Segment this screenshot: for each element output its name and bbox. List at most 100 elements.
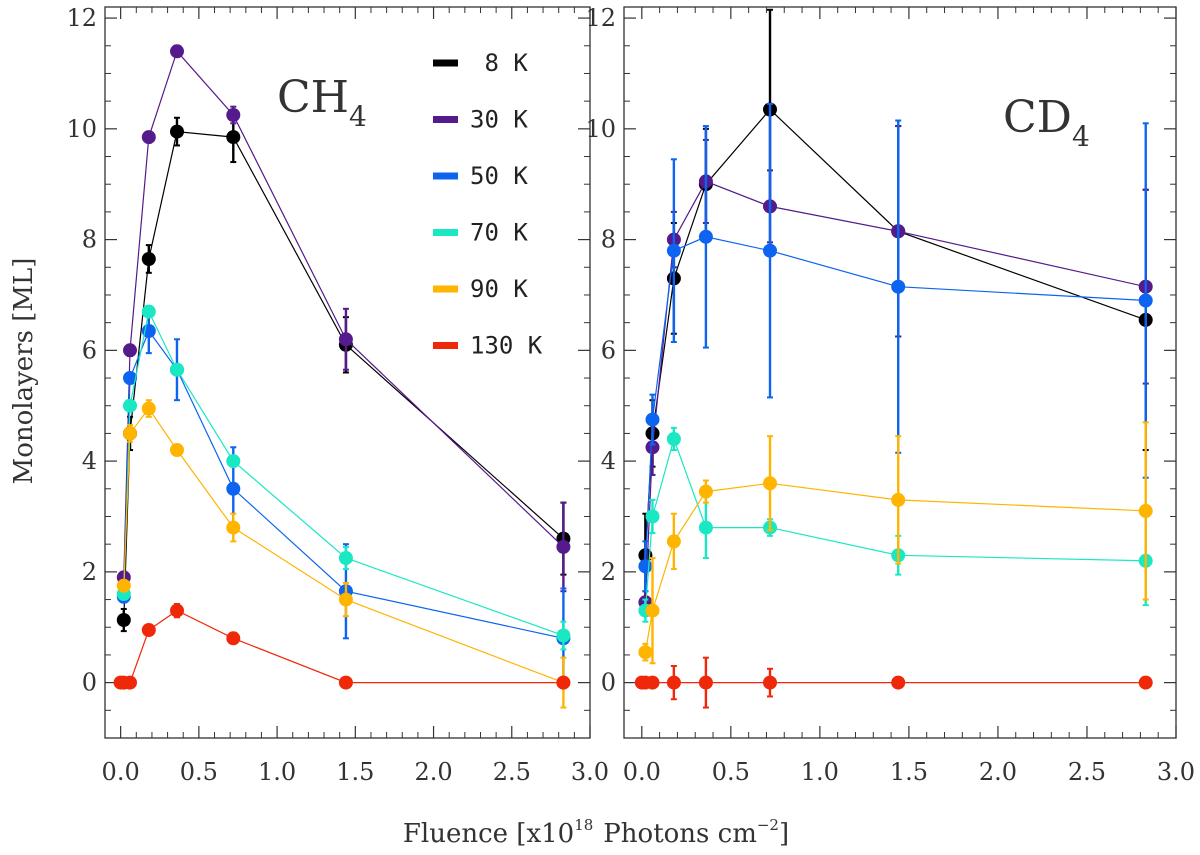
x-tick-label: 2.5 xyxy=(493,758,531,786)
legend: 8 K 30 K 50 K 70 K 90 K 130 K xyxy=(433,49,543,360)
legend-item: 130 K xyxy=(433,332,543,360)
data-point xyxy=(170,443,184,457)
y-tick-label: 12 xyxy=(66,4,97,32)
x-tick-label: 0.5 xyxy=(712,758,750,786)
data-point xyxy=(123,343,137,358)
legend-label: 70 K xyxy=(470,219,528,247)
x-axis-title: Fluence [x1018 Photons cm−2] xyxy=(403,816,789,849)
y-tick-label: 12 xyxy=(585,4,616,32)
data-point xyxy=(666,675,681,690)
x-tick-label: 0.5 xyxy=(180,758,218,786)
y-tick-label: 8 xyxy=(82,226,97,254)
x-tick-label: 3.0 xyxy=(571,758,609,786)
data-point xyxy=(116,613,131,627)
data-point xyxy=(226,130,241,145)
y-tick-label: 6 xyxy=(601,336,616,364)
x-tick-label: 3.0 xyxy=(1157,758,1195,786)
x-axis-title-unit-exponent: −2 xyxy=(757,816,779,834)
panel-title: CH4 xyxy=(277,72,367,133)
data-point xyxy=(170,603,184,618)
series-130k xyxy=(113,602,571,690)
data-point xyxy=(141,130,156,145)
data-point xyxy=(763,243,777,258)
legend-label: 8 K xyxy=(470,49,528,77)
data-point xyxy=(170,44,184,59)
data-point xyxy=(123,426,137,441)
data-point xyxy=(141,304,156,319)
panel-title-subscript: 4 xyxy=(349,100,367,133)
panel-title-subscript: 4 xyxy=(1072,120,1090,153)
data-point xyxy=(638,645,653,660)
data-point xyxy=(638,559,653,574)
panel-title: CD4 xyxy=(1003,92,1090,153)
data-point xyxy=(698,675,713,690)
y-tick-label: 0 xyxy=(601,669,616,697)
data-point xyxy=(116,578,131,593)
panel-title-main: CH xyxy=(277,72,349,123)
data-point xyxy=(1138,675,1153,690)
data-point xyxy=(698,484,713,499)
data-point xyxy=(170,124,184,139)
legend-label: 90 K xyxy=(470,275,528,303)
data-point xyxy=(645,509,660,524)
y-tick-label: 8 xyxy=(601,226,616,254)
data-point xyxy=(226,520,241,535)
series-90k xyxy=(638,421,1153,665)
y-tick-label: 10 xyxy=(585,115,616,143)
x-tick-label: 1.5 xyxy=(336,758,374,786)
legend-label: 50 K xyxy=(470,162,528,190)
data-point xyxy=(763,476,777,491)
data-point xyxy=(556,675,571,690)
x-axis-title-close: ] xyxy=(779,819,789,849)
series-group xyxy=(113,44,571,709)
x-tick-label: 0.0 xyxy=(102,758,140,786)
data-point xyxy=(123,398,137,413)
data-point xyxy=(1138,503,1153,518)
series-70k xyxy=(116,304,571,651)
data-point xyxy=(141,623,156,637)
x-axis-title-unit: Photons cm xyxy=(603,819,757,849)
data-point xyxy=(666,243,681,258)
data-point xyxy=(141,401,156,416)
x-tick-label: 1.0 xyxy=(801,758,839,786)
data-point xyxy=(645,603,660,618)
series-30k xyxy=(116,44,571,593)
data-point xyxy=(556,628,571,643)
data-point xyxy=(123,371,137,385)
data-point xyxy=(891,279,906,294)
plot-frame xyxy=(623,6,1177,739)
y-tick-label: 2 xyxy=(82,558,97,586)
data-point xyxy=(170,362,184,377)
legend-item: 90 K xyxy=(433,275,528,303)
data-point xyxy=(891,492,906,507)
data-point xyxy=(698,520,713,535)
x-tick-label: 2.0 xyxy=(979,758,1017,786)
data-point xyxy=(666,534,681,549)
data-point xyxy=(338,675,353,690)
legend-item: 8 K xyxy=(433,49,528,77)
data-point xyxy=(666,432,681,446)
data-point xyxy=(698,229,713,244)
data-point xyxy=(226,481,241,496)
y-tick-label: 0 xyxy=(82,669,97,697)
legend-item: 30 K xyxy=(433,106,528,134)
data-point xyxy=(338,592,353,607)
data-point xyxy=(226,108,241,122)
y-axis-title: Monolayers [ML] xyxy=(9,258,39,485)
data-point xyxy=(645,675,660,690)
data-point xyxy=(226,454,241,469)
data-point xyxy=(1138,293,1153,308)
series-group xyxy=(634,8,1153,709)
data-point xyxy=(556,539,571,554)
y-tick-label: 4 xyxy=(601,447,616,475)
y-tick-label: 2 xyxy=(601,558,616,586)
data-point xyxy=(645,412,660,427)
data-point xyxy=(123,675,137,690)
legend-label: 30 K xyxy=(470,106,528,134)
data-point xyxy=(763,675,777,690)
x-axis-title-main: Fluence [x10 xyxy=(403,819,574,849)
y-tick-label: 10 xyxy=(66,115,97,143)
